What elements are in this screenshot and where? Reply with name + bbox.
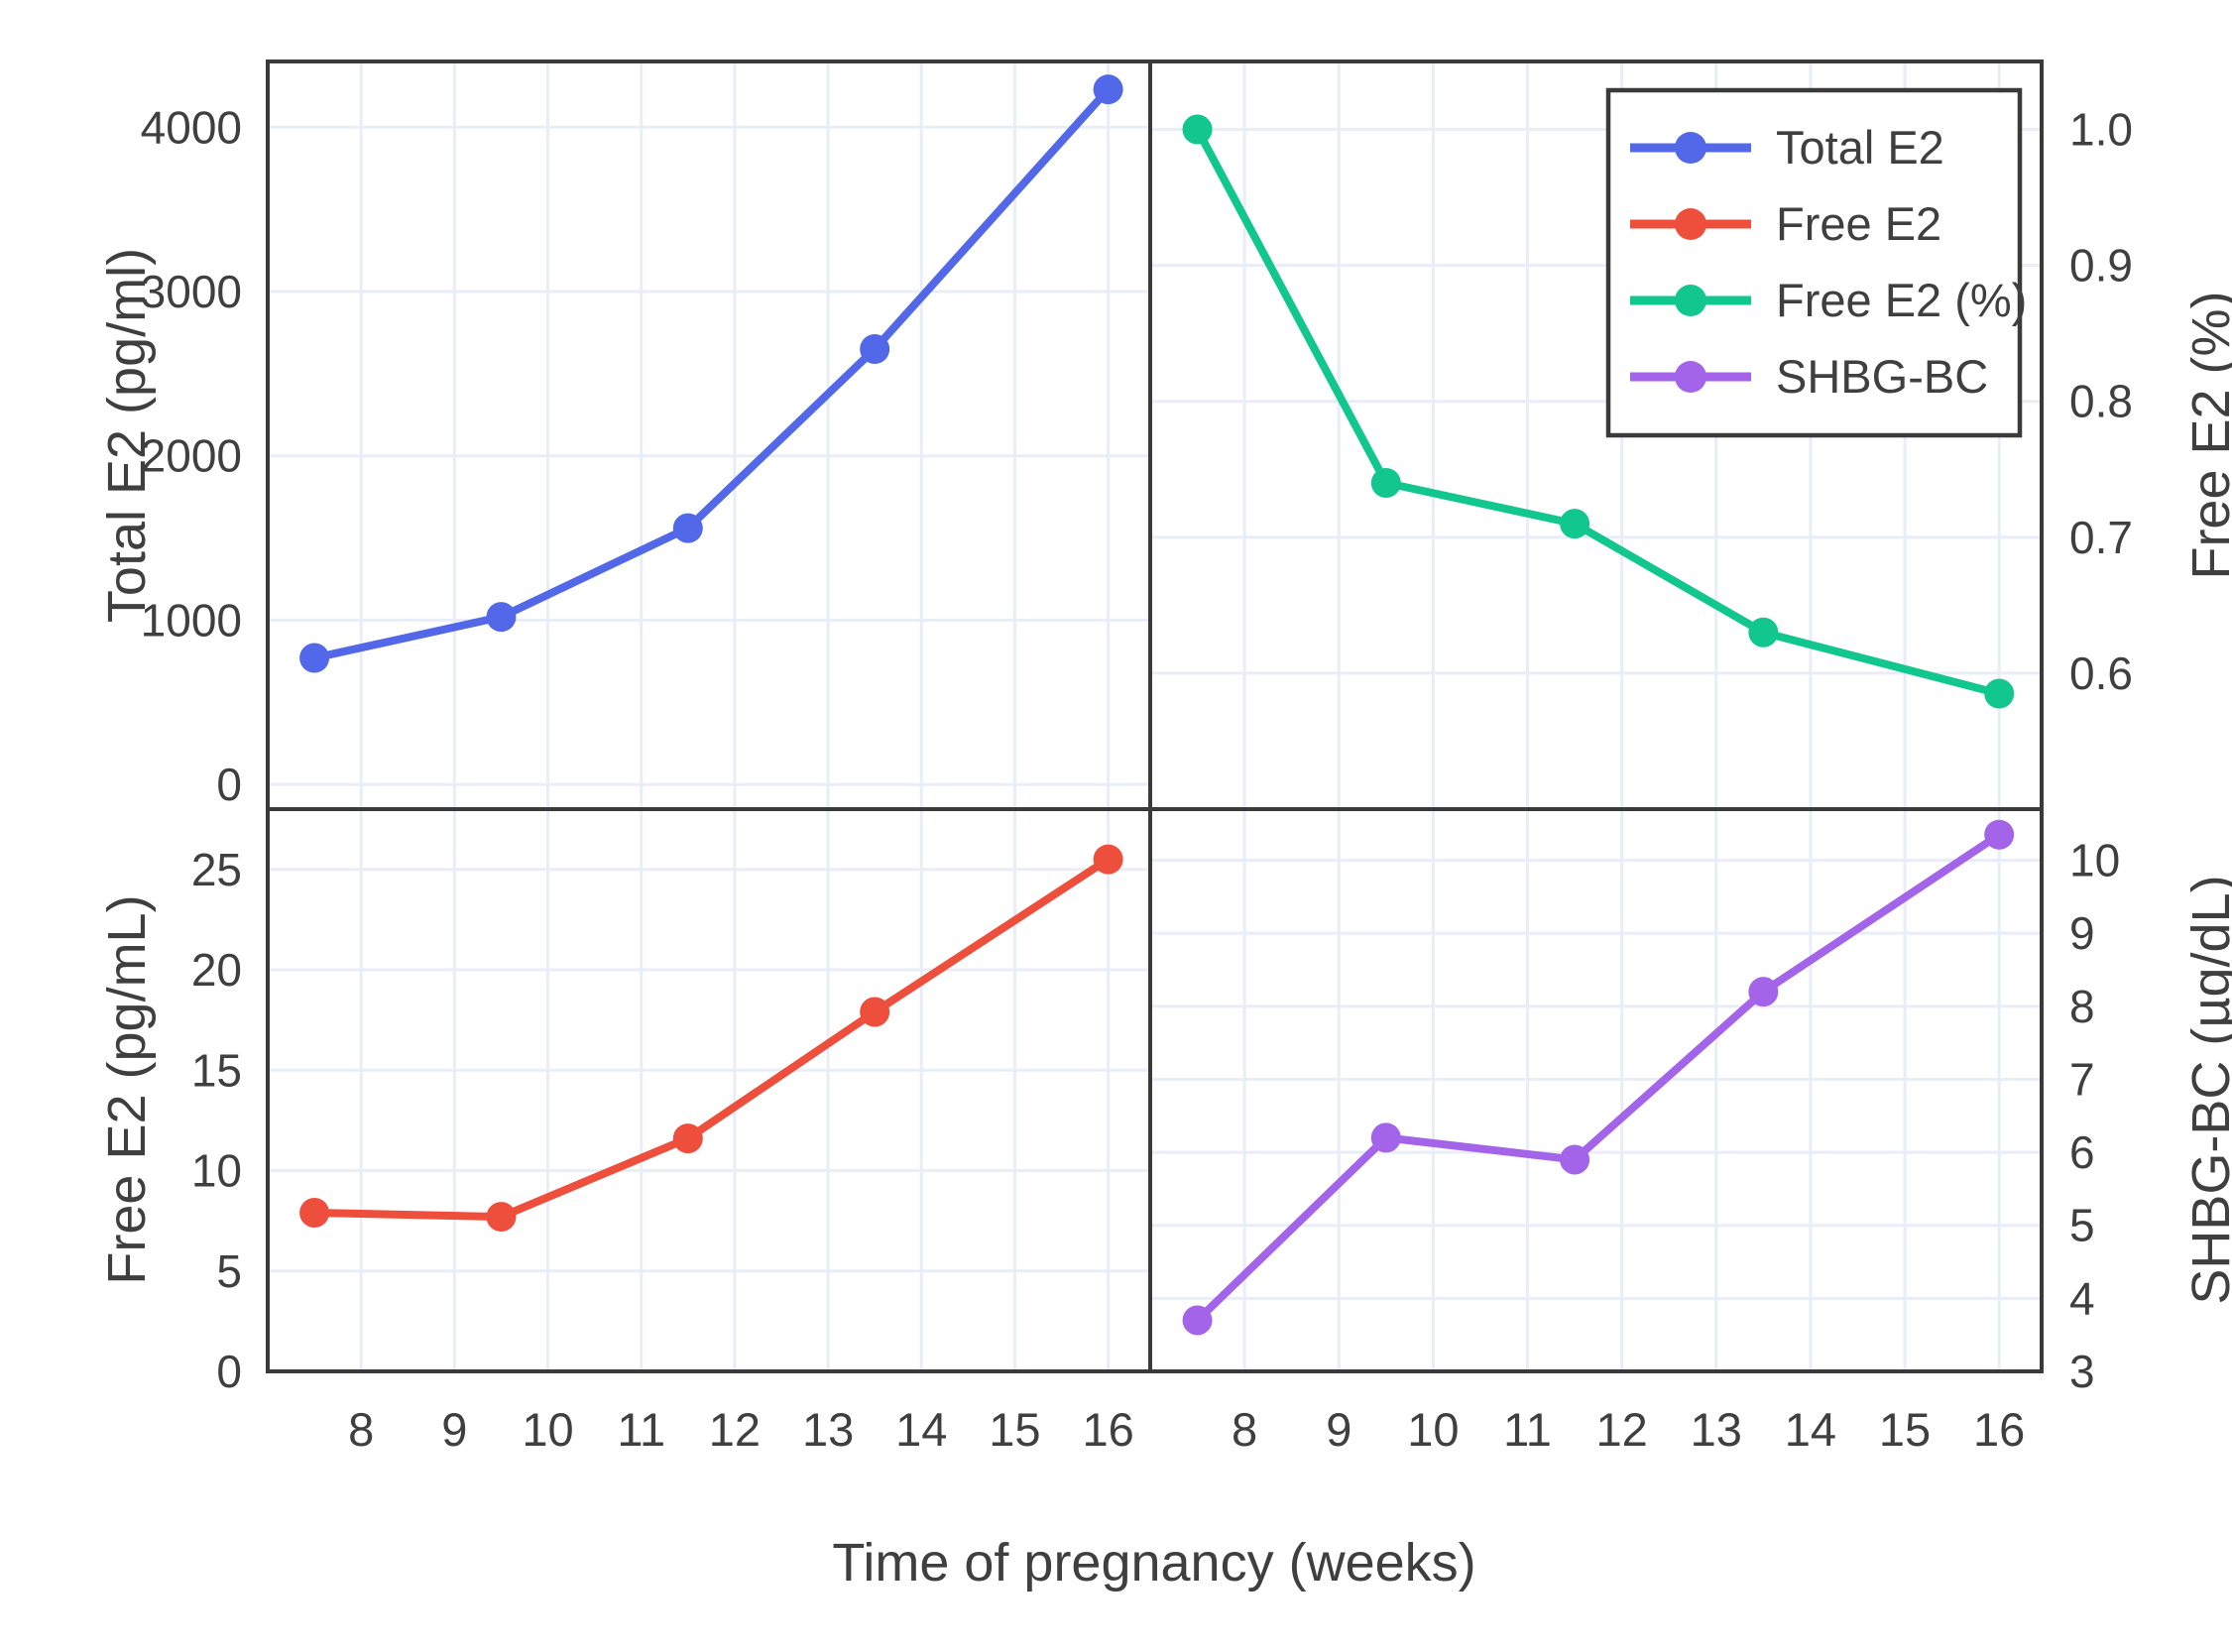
legend-entry-shbg-bc: SHBG-BC: [1630, 350, 1988, 403]
y-tick-label: 15: [191, 1044, 242, 1096]
total-e2-marker: [860, 334, 890, 364]
chart-body: 0 1000 2000 3000 4000 0.6 0.7 0.8 0.9 1.0 0 5 10 15 20…: [141, 59, 2133, 1456]
y-tick-label: 4: [2069, 1272, 2095, 1324]
y-tick-label: 20: [191, 944, 242, 996]
free-e2-marker: [672, 1123, 703, 1154]
free-e2-marker: [1984, 678, 2015, 709]
free-e2-marker: [1093, 844, 1123, 875]
x-tick-label: 16: [1082, 1403, 1133, 1456]
y-tick-label: 0.7: [2069, 512, 2133, 563]
x-tick-label: 13: [802, 1403, 854, 1456]
plot-border-bottom-right: [1148, 807, 2044, 1373]
x-tick-label: 15: [989, 1403, 1040, 1456]
free-e2-marker: [1748, 617, 1779, 648]
x-tick-label: 16: [1973, 1403, 2025, 1456]
legend-label: Free E2: [1776, 197, 1941, 250]
legend-entry-free-e2: Free E2: [1630, 197, 1941, 250]
four-panel-line-chart: 0 1000 2000 3000 4000 0.6 0.7 0.8 0.9 1.0 0 5 10 15 20…: [40, 16, 2232, 1636]
x-tick-label: 12: [1596, 1403, 1648, 1456]
legend: Total E2 Free E2 Free E2 (%) SHBG-BC: [1605, 87, 2027, 438]
total-e2-marker: [672, 513, 703, 543]
free-e2-marker: [1560, 509, 1590, 539]
y-tick-label: 3000: [141, 266, 242, 317]
legend-entry-total-e2: Total E2: [1630, 121, 1944, 174]
legend-entry-free-e2: Free E2 (%): [1630, 274, 2027, 326]
legend-marker-swatch: [1675, 285, 1706, 316]
legend-label: Total E2: [1776, 121, 1944, 174]
free-e2-line: [310, 855, 1113, 1222]
x-tick-label: 8: [1232, 1403, 1257, 1456]
x-tick-label: 8: [348, 1403, 374, 1456]
y-tick-label: 6: [2069, 1126, 2095, 1178]
free-e2-marker: [1370, 467, 1401, 498]
shbg-bc-marker: [1560, 1144, 1590, 1175]
x-tick-label: 15: [1879, 1403, 1931, 1456]
plot-border-bottom-left: [266, 807, 1152, 1373]
legend-marker-swatch: [1675, 361, 1706, 393]
x-tick-label: 9: [1326, 1403, 1351, 1456]
x-tick-label: 11: [1503, 1403, 1552, 1456]
total-e2-marker: [1093, 74, 1123, 105]
x-tick-label: 11: [617, 1403, 665, 1456]
y-tick-label: 3: [2069, 1346, 2095, 1397]
y-tick-label: 1000: [141, 594, 242, 646]
y-tick-label: 0.8: [2069, 376, 2133, 427]
y-tick-label: 8: [2069, 981, 2095, 1032]
y-tick-label: 4000: [141, 101, 242, 153]
subplot-bottom-left: 0 5 10 15 20 25 8 9 10 11 12 13 14 15 16: [191, 807, 1152, 1456]
legend-marker-swatch: [1675, 132, 1706, 164]
y-tick-label: 10: [2069, 835, 2120, 886]
subplot-top-left: 0 1000 2000 3000 4000: [141, 59, 1152, 811]
y-tick-label: 1.0: [2069, 104, 2133, 156]
x-tick-label: 10: [1407, 1403, 1459, 1456]
x-tick-label: 12: [709, 1403, 761, 1456]
y-axis-title-free-e2: Free E2 (pg/mL): [97, 894, 157, 1284]
y-tick-label: 0: [216, 759, 242, 810]
x-tick-label: 14: [895, 1403, 947, 1456]
shbg-bc-marker: [1182, 1305, 1213, 1336]
y-axis-title-total-e2: Total E2 (pg/ml): [97, 248, 157, 623]
x-tick-label: 13: [1691, 1403, 1742, 1456]
total-e2-marker: [486, 602, 517, 633]
shbg-bc-marker: [1370, 1122, 1401, 1153]
legend-marker-swatch: [1675, 208, 1706, 240]
free-e2-marker: [299, 1198, 330, 1229]
free-e2-marker: [860, 997, 890, 1027]
y-tick-label: 2000: [141, 430, 242, 482]
y-tick-label: 5: [216, 1245, 242, 1297]
x-tick-label: 9: [441, 1403, 467, 1456]
total-e2-line: [310, 85, 1113, 662]
free-e2-marker: [486, 1202, 517, 1233]
shbg-bc-line: [1193, 830, 2004, 1325]
y-axis-title-free-e2-pct: Free E2 (%): [2181, 291, 2232, 579]
legend-label: SHBG-BC: [1776, 350, 1988, 403]
y-tick-label: 5: [2069, 1200, 2095, 1251]
shbg-bc-marker: [1748, 977, 1779, 1007]
y-tick-label: 0: [216, 1346, 242, 1397]
y-tick-label: 10: [191, 1145, 242, 1197]
y-tick-label: 0.9: [2069, 240, 2133, 292]
y-tick-label: 9: [2069, 907, 2095, 959]
x-tick-label: 10: [522, 1403, 573, 1456]
subplot-bottom-right: 3 4 5 6 7 8 9 10 8 9 10 11 12 13 14 15 16: [1148, 807, 2120, 1456]
y-tick-label: 25: [191, 844, 242, 895]
y-axis-title-shbg-bc: SHBG-BC (µg/dL): [2181, 875, 2232, 1304]
y-tick-label: 0.6: [2069, 648, 2133, 699]
y-tick-label: 7: [2069, 1053, 2095, 1105]
legend-label: Free E2 (%): [1776, 274, 2027, 326]
total-e2-marker: [299, 643, 330, 673]
free-e2-marker: [1182, 114, 1213, 145]
x-axis-title: Time of pregnancy (weeks): [832, 1533, 1475, 1593]
plot-border-top-left: [266, 59, 1152, 811]
chart-svg: 0 1000 2000 3000 4000 0.6 0.7 0.8 0.9 1.0 0 5 10 15 20…: [97, 59, 2232, 1593]
shbg-bc-marker: [1984, 819, 2015, 850]
x-tick-label: 14: [1785, 1403, 1836, 1456]
